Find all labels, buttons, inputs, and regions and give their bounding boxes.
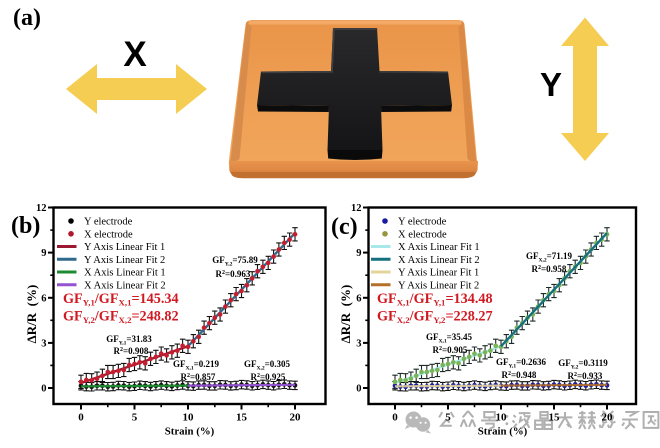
svg-text:X electrode: X electrode bbox=[398, 229, 447, 240]
svg-text:Strain (%): Strain (%) bbox=[478, 426, 528, 438]
svg-text:Y Axis Linear Fit 2: Y Axis Linear Fit 2 bbox=[84, 255, 165, 266]
svg-text:3: 3 bbox=[41, 339, 46, 350]
svg-text:20: 20 bbox=[290, 412, 302, 424]
svg-text:GFY,2​/GFX,2​=248.82: GFY,2​/GFX,2​=248.82 bbox=[63, 309, 179, 326]
svg-text:12: 12 bbox=[36, 203, 47, 214]
svg-text:12: 12 bbox=[351, 203, 362, 214]
svg-text:Y Axis Linear Fit 1: Y Axis Linear Fit 1 bbox=[398, 268, 479, 279]
svg-text:10: 10 bbox=[496, 412, 508, 424]
svg-text:Y electrode: Y electrode bbox=[84, 217, 133, 228]
svg-text:GFY,1​=0.2636: GFY,1​=0.2636 bbox=[496, 357, 547, 370]
svg-text:(b): (b) bbox=[11, 213, 40, 239]
svg-text:GFX,2​=0.305: GFX,2​=0.305 bbox=[244, 359, 291, 372]
svg-text:GFX,2​=71.19: GFX,2​=71.19 bbox=[526, 251, 573, 264]
svg-text:20: 20 bbox=[602, 412, 614, 424]
svg-text:GFX,1​=35.45: GFX,1​=35.45 bbox=[426, 332, 473, 345]
svg-text:(a): (a) bbox=[13, 5, 41, 31]
svg-text:X Axis Linear Fit 2: X Axis Linear Fit 2 bbox=[398, 255, 480, 266]
svg-text:9: 9 bbox=[41, 248, 46, 259]
svg-text:R2​=0.933: R2​=0.933 bbox=[568, 371, 603, 381]
svg-text:X Axis Linear Fit 1: X Axis Linear Fit 1 bbox=[84, 268, 166, 279]
svg-text:6: 6 bbox=[41, 293, 46, 304]
svg-text:0: 0 bbox=[41, 384, 46, 395]
svg-text:R2​=0.857: R2​=0.857 bbox=[181, 372, 216, 382]
svg-text:3: 3 bbox=[356, 339, 361, 350]
svg-text:GFY,2​=0.3119: GFY,2​=0.3119 bbox=[558, 358, 608, 371]
svg-text:X: X bbox=[123, 35, 147, 74]
svg-text:9: 9 bbox=[356, 248, 361, 259]
svg-text:R2​=0.905: R2​=0.905 bbox=[433, 345, 468, 355]
svg-text:GFX,1​=0.219: GFX,1​=0.219 bbox=[173, 359, 220, 372]
svg-text:ΔR/R (%): ΔR/R (%) bbox=[338, 285, 353, 344]
svg-text:X electrode: X electrode bbox=[84, 229, 133, 240]
svg-text:5: 5 bbox=[132, 412, 138, 424]
svg-text:X Axis Linear Fit 2: X Axis Linear Fit 2 bbox=[84, 280, 166, 291]
svg-text:6: 6 bbox=[356, 293, 361, 304]
svg-text:R2​=0.925: R2​=0.925 bbox=[251, 372, 286, 382]
svg-text:Y Axis Linear Fit 1: Y Axis Linear Fit 1 bbox=[84, 242, 165, 253]
svg-text:GFX,2​/GFY,2​=228.27: GFX,2​/GFY,2​=228.27 bbox=[377, 309, 493, 326]
svg-text:0: 0 bbox=[392, 412, 398, 424]
svg-text:ΔR/R (%): ΔR/R (%) bbox=[24, 285, 39, 344]
svg-text:5: 5 bbox=[445, 412, 451, 424]
svg-text:R2​=0.908: R2​=0.908 bbox=[114, 346, 149, 356]
svg-text:R2​=0.958: R2​=0.958 bbox=[532, 264, 567, 274]
svg-text:R2​=0.963: R2​=0.963 bbox=[216, 269, 251, 279]
svg-text:X Axis Linear Fit 1: X Axis Linear Fit 1 bbox=[398, 242, 480, 253]
svg-text:10: 10 bbox=[183, 412, 195, 424]
svg-text:GFX,1​/GFY,1​=134.48: GFX,1​/GFY,1​=134.48 bbox=[377, 291, 493, 308]
svg-text:0: 0 bbox=[356, 384, 361, 395]
svg-text:GFY,1​=31.83: GFY,1​=31.83 bbox=[106, 334, 152, 347]
svg-text:GFY,2​=75.89: GFY,2​=75.89 bbox=[212, 255, 258, 268]
svg-text:GFY,1​/GFX,1​=145.34: GFY,1​/GFX,1​=145.34 bbox=[63, 291, 179, 308]
svg-text:Y: Y bbox=[540, 66, 562, 103]
svg-text:15: 15 bbox=[236, 412, 248, 424]
svg-text:Strain (%): Strain (%) bbox=[165, 426, 215, 438]
svg-text:(c): (c) bbox=[331, 214, 358, 240]
svg-text:0: 0 bbox=[78, 412, 84, 424]
svg-text:R2​=0.948: R2​=0.948 bbox=[502, 370, 537, 380]
svg-text:15: 15 bbox=[549, 412, 561, 424]
svg-text:Y electrode: Y electrode bbox=[398, 217, 447, 228]
svg-text:Y Axis Linear Fit 2: Y Axis Linear Fit 2 bbox=[398, 280, 479, 291]
